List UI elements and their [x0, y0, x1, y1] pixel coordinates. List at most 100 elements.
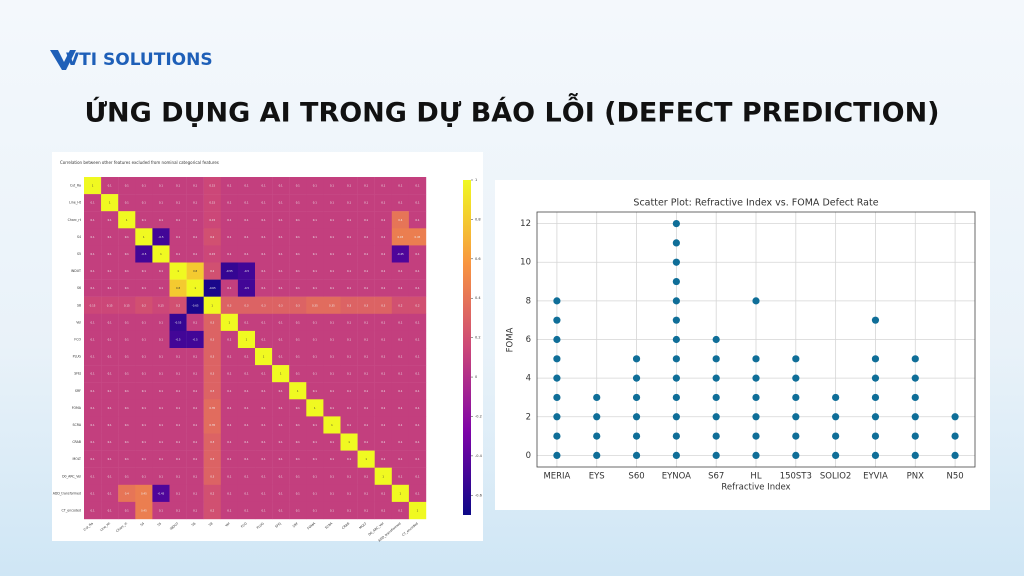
cell-label: 0.1: [381, 201, 385, 205]
heatmap-cell: [255, 177, 273, 195]
row-label: ADD_transformed: [53, 491, 81, 495]
heatmap-cell: [408, 382, 427, 400]
cell-label: 0.1: [415, 355, 419, 359]
cell-label: 0.1: [347, 184, 351, 188]
cell-label: 0.4: [125, 491, 129, 495]
cell-label: 0.1: [108, 457, 112, 461]
heatmap-cell: [306, 501, 324, 520]
heatmap-cell: [357, 279, 375, 297]
cell-label: -0.45: [158, 491, 165, 495]
point: [553, 451, 561, 460]
cell-label: 1: [229, 320, 231, 324]
heatmap-cell: [306, 382, 324, 400]
point: [672, 432, 680, 440]
cell-label: 0.1: [108, 218, 112, 222]
cell-label: 0.1: [330, 201, 334, 205]
cell-label: 0.1: [90, 269, 94, 273]
heatmap-cell: [340, 399, 358, 417]
cell-label: 0.1: [381, 457, 385, 461]
row-label: INDUT: [71, 269, 81, 273]
heatmap-cell: [391, 245, 410, 263]
point: [553, 374, 561, 382]
cell-label: 0.1: [347, 218, 351, 222]
cell-label: 0.1: [159, 406, 163, 410]
heatmap-cell: [135, 262, 153, 280]
heatmap-cell: [323, 399, 341, 417]
cell-label: 0.1: [142, 269, 146, 273]
heatmap-cell: [255, 296, 273, 314]
heatmap-cell: [220, 365, 239, 383]
cell-label: 0.1: [398, 474, 402, 478]
col-label: MOLT: [358, 521, 367, 530]
heatmap-cell: [408, 296, 427, 314]
heatmap-cell: [408, 245, 427, 263]
cell-label: 0.1: [364, 337, 368, 341]
cell-label: 0.1: [296, 286, 300, 290]
cell-label: 0.1: [193, 406, 197, 410]
cell-label: 0.1: [347, 286, 351, 290]
row-label: CT_encoded: [62, 508, 81, 512]
row-label: Line_Ht: [69, 201, 82, 205]
point: [752, 355, 760, 363]
cell-label: 0.15: [209, 218, 215, 222]
heatmap-cell: [391, 313, 410, 332]
cell-label: 0.1: [108, 235, 112, 239]
cell-label: 0.1: [381, 355, 385, 359]
cell-label: 0.1: [313, 337, 317, 341]
cell-label: 0.8: [176, 286, 180, 290]
point: [672, 451, 680, 460]
heatmap-cell: [169, 228, 187, 246]
heatmap-cell: [169, 348, 187, 366]
cell-label: 0.1: [347, 201, 351, 205]
cell-label: 0.1: [244, 440, 248, 444]
cell-label: 0.1: [279, 337, 283, 341]
cell-label: 0.3: [210, 474, 214, 478]
cell-label: 0.1: [279, 457, 283, 461]
cell-label: -0.55: [175, 320, 182, 324]
heatmap-cell: [255, 313, 273, 332]
heatmap-cell: [152, 348, 170, 366]
heatmap-cell: [408, 262, 427, 280]
heatmap-cell: [220, 416, 239, 434]
heatmap-cell: [357, 296, 375, 314]
cell-label: 0.1: [296, 235, 300, 239]
colorbar-tick-label: 0.2: [475, 336, 481, 340]
heatmap-cell: [118, 382, 136, 400]
cell-label: 0.1: [261, 508, 265, 512]
heatmap-cell: [169, 467, 187, 485]
heatmap-cell: [84, 399, 102, 417]
heatmap-cell: [357, 313, 375, 332]
cell-label: 0.45: [141, 491, 147, 495]
cell-label: 0.1: [176, 389, 180, 393]
cell-label: 0.3: [210, 337, 214, 341]
cell-label: 0.1: [125, 355, 129, 359]
heatmap-cell: [152, 382, 170, 400]
heatmap-cell: [323, 245, 341, 263]
point: [672, 239, 680, 247]
heatmap-cell: [272, 177, 290, 195]
heatmap-cell: [340, 211, 358, 229]
cell-label: 0.1: [142, 184, 146, 188]
heatmap-cell: [255, 348, 273, 366]
cell-label: 0.1: [347, 508, 351, 512]
heatmap-cell: [169, 211, 187, 229]
heatmap-cell: [374, 279, 392, 297]
heatmap-cell: [340, 330, 358, 349]
cell-label: 0.1: [108, 269, 112, 273]
cell-label: 0.1: [90, 337, 94, 341]
row-label: MOLT: [72, 457, 81, 461]
cell-label: 0.1: [193, 508, 197, 512]
cell-label: 0.2: [176, 303, 180, 307]
cell-label: 0.1: [159, 474, 163, 478]
cell-label: 0.1: [347, 355, 351, 359]
heatmap-cell: [220, 433, 239, 451]
point: [792, 413, 800, 421]
heatmap-cell: [203, 279, 221, 297]
col-label: CRAB: [341, 521, 350, 530]
heatmap-cell: [306, 313, 324, 332]
cell-label: 0.1: [108, 320, 112, 324]
cell-label: 0.1: [313, 355, 317, 359]
cell-label: 0.1: [90, 235, 94, 239]
heatmap-cell: [306, 211, 324, 229]
x-tick-label: 150ST3: [780, 472, 812, 482]
